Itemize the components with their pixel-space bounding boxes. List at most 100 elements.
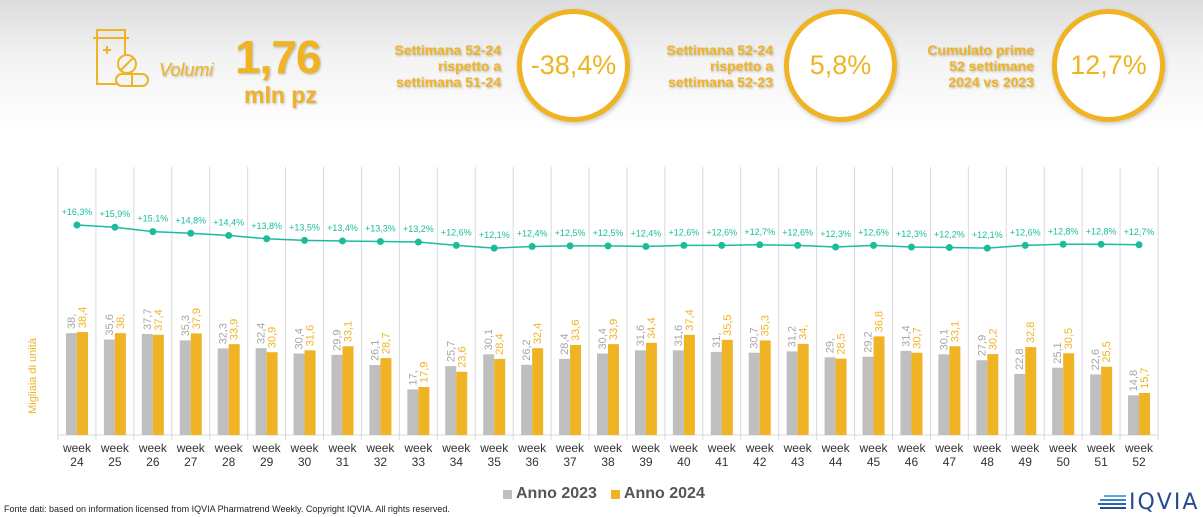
x-tick-label: week [62,441,92,455]
growth-point [187,229,195,237]
data-label-2024: 32,8 [1025,322,1037,343]
bar-2023 [255,348,267,435]
x-tick-label: 49 [1019,455,1033,469]
data-label-2024: 25,5 [1101,341,1113,362]
bar-2024 [228,344,240,435]
growth-label: +12,3% [820,229,851,239]
growth-label: +12,6% [441,227,472,237]
bar-2024 [114,333,126,435]
data-label-2024: 37,4 [684,309,696,330]
growth-label: +12,1% [972,230,1003,240]
growth-point [1135,241,1143,249]
kpi-label-line: 52 settimane [949,58,1034,74]
source-note: Fonte dati: based on information license… [4,504,450,514]
growth-point [832,243,840,251]
x-tick-label: 41 [715,455,729,469]
x-tick-label: week [479,441,509,455]
bar-2023 [407,389,419,435]
growth-point [945,244,953,252]
growth-label: +12,6% [668,227,699,237]
x-tick-label: week [783,441,813,455]
bar-2024 [494,358,506,435]
growth-label: +12,6% [706,227,737,237]
growth-label: +12,4% [517,228,548,238]
data-label-2023: 31, [711,333,723,348]
bar-2024 [152,334,164,435]
growth-label: +16,3% [62,207,93,217]
growth-point [642,242,650,250]
growth-point [756,241,764,249]
data-label-2024: 34, [798,325,810,340]
growth-label: +13,3% [365,224,396,234]
data-label-2024: 34,4 [646,317,658,338]
bar-2023 [900,350,912,435]
bar-2024 [911,352,923,435]
x-tick-label: week [745,441,775,455]
data-label-2023: 25,1 [1052,342,1064,363]
legend-item-2023: Anno 2023 [503,485,597,503]
data-label-2024: 31,6 [305,325,317,346]
x-tick-label: 48 [981,455,995,469]
growth-point [680,241,688,249]
bar-2024 [1063,353,1075,435]
growth-label: +12,8% [1048,226,1079,236]
data-label-2024: 37,4 [153,309,165,330]
growth-point [263,235,271,243]
x-tick-label: week [896,441,926,455]
bar-2024 [873,336,885,435]
bar-2023 [331,354,343,435]
bar-2023 [1090,374,1102,435]
growth-label: +13,4% [327,223,358,233]
x-tick-label: week [555,441,585,455]
bar-2023 [521,364,533,435]
bar-2023 [976,360,988,435]
bar-2023 [369,365,381,435]
data-label-2023: 27,9 [976,335,988,356]
bar-2024 [987,354,999,435]
bar-2024 [380,358,392,435]
bar-2024 [949,346,961,435]
data-label-2024: 30,2 [987,329,999,350]
x-tick-label: week [1086,441,1116,455]
bar-2023 [483,354,495,435]
growth-label: +15,9% [100,209,131,219]
x-tick-label: week [821,441,851,455]
bar-2023 [597,353,608,435]
data-label-2024: 23,6 [456,346,468,367]
growth-label: +12,5% [593,228,624,238]
bar-2023 [1128,395,1140,435]
bar-2024 [342,346,354,435]
growth-label: +13,5% [289,222,320,232]
growth-point [794,241,802,249]
data-label-2023: 25,7 [445,341,457,362]
data-label-2023: 35,6 [104,314,116,335]
data-label-2023: 30,4 [294,328,306,349]
x-tick-label: week [365,441,395,455]
legend-item-2024: Anno 2024 [610,485,705,503]
chart-legend: Anno 2023 Anno 2024 [503,485,705,503]
growth-point [604,242,612,250]
data-label-2024: 28,5 [836,333,848,354]
growth-point [73,221,81,229]
y-axis-label: Migliaia di unità [27,338,39,414]
kpi-label-line: rispetto a [709,58,773,74]
x-tick-label: 39 [639,455,653,469]
growth-point [983,244,991,252]
x-tick-label: week [1010,441,1040,455]
growth-label: +12,5% [555,228,586,238]
volume-label: Volumi [159,60,214,80]
x-tick-label: 42 [753,455,767,469]
data-label-2023: 30,7 [749,327,761,348]
x-tick-label: 25 [108,455,122,469]
data-label-2024: 28,4 [494,333,506,354]
kpi-label-line: Settimana 52-24 [394,42,501,58]
x-tick-label: 44 [829,455,843,469]
data-label-2024: 33,9 [608,319,620,340]
x-tick-label: week [1048,441,1078,455]
x-tick-label: week [403,441,433,455]
bar-2023 [103,339,115,435]
x-tick-label: week [441,441,471,455]
growth-point [566,242,574,250]
data-label-2024: 33,6 [570,320,582,341]
